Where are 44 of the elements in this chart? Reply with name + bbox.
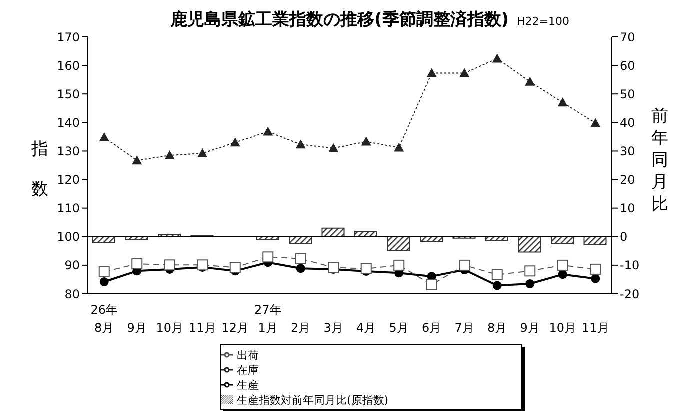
legend-label: 生産指数対前年同月比(原指数) (237, 394, 389, 407)
x-tick-label: 9月 (520, 321, 540, 335)
chart-title: 鹿児島県鉱工業指数の推移(季節調整済指数) (170, 10, 510, 30)
x-tick-label: 10月 (156, 321, 184, 335)
y2-tick-label: 70 (620, 30, 636, 44)
y2-tick-label: 0 (620, 230, 628, 244)
y2-axis-title: 前年同月比 (652, 106, 668, 214)
y-tick-label: 170 (57, 30, 80, 44)
x-tick-label: 7月 (454, 321, 474, 335)
x-tick-label: 26年 8月 (90, 303, 118, 335)
x-tick-label: 27年 1月 (254, 303, 282, 335)
legend-label: 出荷 (237, 349, 259, 362)
y-tick-label: 110 (57, 202, 80, 216)
x-tick-label: 4月 (356, 321, 376, 335)
y-axis-title: 指数 (30, 140, 48, 200)
x-tick-label: 11月 (582, 321, 610, 335)
y-tick-label: 130 (57, 144, 80, 158)
y-tick-label: 90 (64, 258, 80, 273)
x-tick-label: 11月 (188, 321, 216, 335)
y2-tick-label: 60 (620, 58, 636, 73)
y-tick-label: 80 (64, 287, 80, 302)
y-tick-label: 160 (57, 58, 80, 73)
x-tick-label: 6月 (422, 321, 442, 335)
x-tick-label: 3月 (324, 321, 344, 335)
y-tick-label: 150 (57, 87, 80, 102)
x-tick-label: 2月 (291, 321, 311, 335)
y2-tick-label: 50 (620, 87, 636, 102)
y-tick-label: 100 (57, 230, 80, 244)
y2-tick-label: 10 (620, 202, 636, 216)
x-tick-label: 9月 (127, 321, 147, 335)
y2-tick-label: 40 (620, 116, 636, 130)
x-tick-label: 12月 (222, 321, 250, 335)
chart-subtitle: H22=100 (517, 15, 570, 28)
x-tick-label: 5月 (389, 321, 409, 335)
y-tick-label: 120 (57, 173, 80, 188)
y2-tick-label: 20 (620, 173, 636, 188)
legend-label: 在庫 (237, 364, 259, 377)
y2-tick-label: 30 (620, 144, 636, 158)
x-tick-label: 10月 (549, 321, 577, 335)
x-tick-label: 8月 (488, 321, 508, 335)
y-tick-label: 140 (57, 116, 80, 130)
legend-label: 生産 (237, 379, 259, 392)
y2-tick-label: -20 (620, 287, 640, 302)
y2-tick-label: -10 (620, 258, 640, 273)
